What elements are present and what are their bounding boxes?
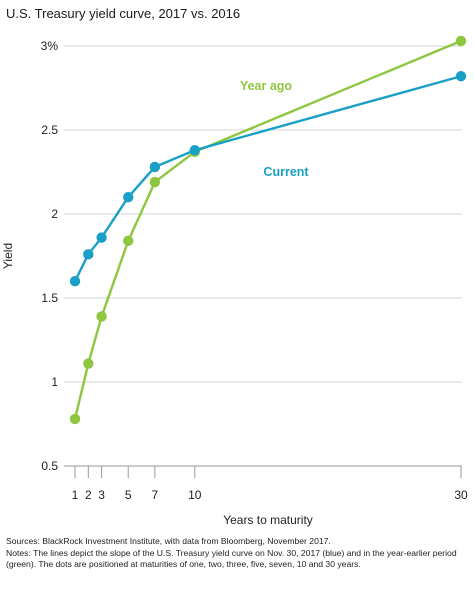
y-axis-label: Yield: [1, 243, 15, 269]
y-tick-label: 1.5: [41, 291, 58, 305]
x-tick-label: 1: [72, 488, 79, 502]
data-point: [149, 161, 161, 173]
x-tick-label: 7: [152, 488, 159, 502]
data-point: [189, 144, 200, 156]
data-point: [123, 235, 134, 247]
y-tick-label: 0.5: [41, 459, 58, 473]
data-point: [83, 249, 94, 260]
x-tick-label: 3: [98, 488, 105, 502]
data-point: [455, 35, 467, 47]
y-tick-label: 2.5: [41, 123, 58, 137]
series-lines: [69, 35, 467, 425]
chart-title: U.S. Treasury yield curve, 2017 vs. 2016: [6, 6, 241, 21]
y-tick-label: 2: [51, 207, 58, 221]
data-point: [83, 358, 94, 369]
data-point: [69, 276, 81, 287]
x-ticks: 1 2 3 5 7 10 30: [72, 466, 468, 502]
chart-footer: Sources: BlackRock Investment Institute,…: [6, 536, 468, 571]
data-point: [455, 71, 467, 82]
y-tick-label: 1: [51, 375, 58, 389]
x-tick-label: 2: [85, 488, 92, 502]
data-point: [149, 176, 161, 188]
series-line: [73, 39, 462, 420]
yield-curve-chart: 0.511.522.53% 1 2 3 5 7 10 30 Year agoCurrent …: [1, 35, 468, 527]
series-label: Current: [263, 165, 309, 179]
data-point: [96, 311, 107, 322]
series-label: Year ago: [240, 79, 292, 93]
x-tick-label: 10: [188, 488, 202, 502]
data-point: [123, 192, 134, 203]
data-point: [69, 413, 81, 425]
notes-text: Notes: The lines depict the slope of the…: [6, 547, 457, 570]
y-tick-labels: 0.5 1 1.5 2 2.5 3%: [41, 39, 59, 473]
series-labels: Year ago Current: [240, 79, 309, 179]
sources-note: Sources: BlackRock Investment Institute,…: [6, 536, 331, 546]
x-axis-label: Years to maturity: [223, 513, 313, 527]
data-point: [96, 232, 107, 243]
x-tick-label: 30: [454, 488, 468, 502]
y-tick-label: 3%: [41, 39, 59, 53]
x-tick-label: 5: [125, 488, 132, 502]
